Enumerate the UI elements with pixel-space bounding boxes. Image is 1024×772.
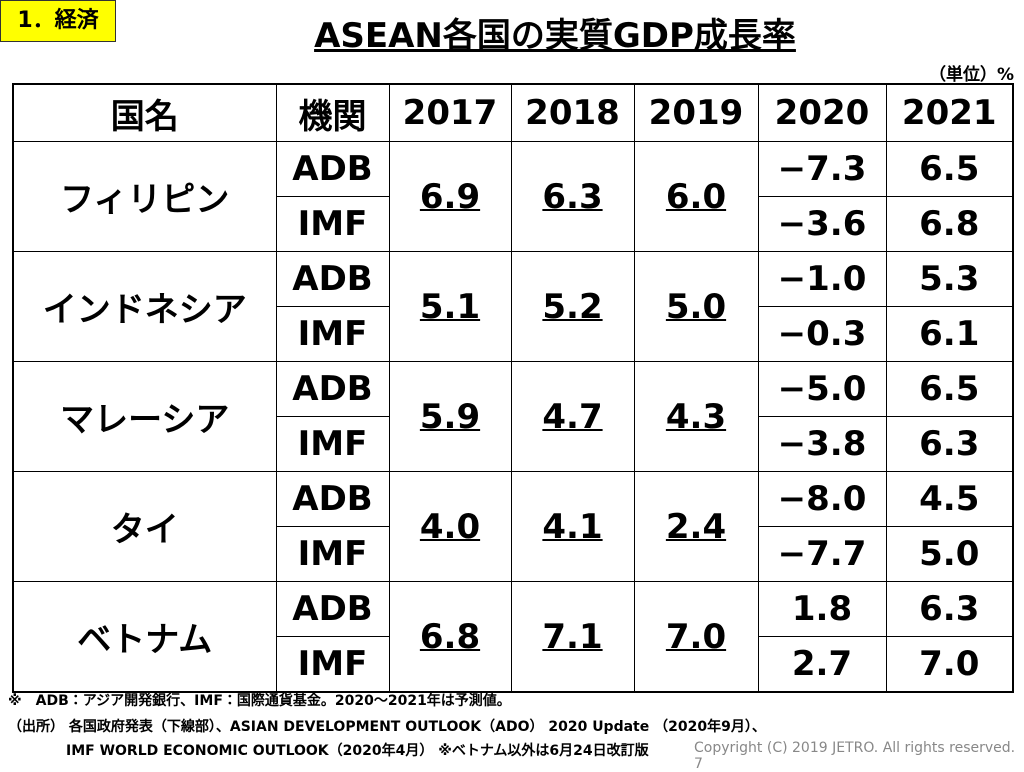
value-cell: 2.4 [633,471,759,582]
value-cell: 7.1 [510,581,635,693]
agency-cell: IMF [275,196,390,252]
value-cell: 5.0 [885,526,1014,582]
value-cell: 6.5 [885,361,1014,417]
copyright-text: Copyright (C) 2019 JETRO. All rights res… [694,740,1016,756]
column-header: 国名 [12,83,277,142]
agency-cell: IMF [275,416,390,472]
agency-cell: ADB [275,361,390,417]
value: 4.7 [542,396,603,437]
table-row: インドネシア ADB 5.1 5.2 5.0 −1.0 5.3 [12,251,1014,362]
column-header: 2019 [633,83,759,142]
table-row: ベトナム ADB 6.8 7.1 7.0 1.8 6.3 [12,581,1014,693]
value-cell: −7.3 [757,141,887,197]
value-cell: 1.8 [757,581,887,637]
value: 7.1 [542,616,603,657]
value-cell: −5.0 [757,361,887,417]
value-cell: −8.0 [757,471,887,527]
table-body: フィリピン ADB 6.9 6.3 6.0 −7.3 6.5 IMF −3.6 6.8 インドネシア… [12,141,1014,693]
table-row: フィリピン ADB 6.9 6.3 6.0 −7.3 6.5 [12,141,1014,252]
value: 2.4 [665,506,727,547]
value: 4.1 [542,506,603,547]
column-header: 2020 [757,83,887,142]
country-cell: ベトナム [12,581,277,693]
column-header: 2017 [388,83,512,142]
value-cell: 6.3 [885,581,1014,637]
column-header: 機関 [275,83,390,142]
agency-cell: ADB [275,141,390,197]
value-cell: 5.0 [633,251,759,362]
value: 5.9 [419,396,481,437]
value-cell: 6.0 [633,141,759,252]
value: 4.3 [665,396,727,437]
table-row: タイ ADB 4.0 4.1 2.4 −8.0 4.5 [12,471,1014,582]
value-cell: 5.9 [388,361,512,472]
value: 5.1 [419,286,481,327]
column-header: 2021 [885,83,1014,142]
column-header: 2018 [510,83,635,142]
value: 6.0 [665,176,727,217]
value-cell: 4.7 [510,361,635,472]
footnote: ※ ADB：アジア開発銀行、IMF：国際通貨基金。2020～2021年は予測値。 [8,693,511,709]
agency-cell: IMF [275,636,390,693]
value-cell: 6.9 [388,141,512,252]
value-cell: 6.3 [885,416,1014,472]
country-cell: マレーシア [12,361,277,472]
value-cell: 6.8 [885,196,1014,252]
value: 6.9 [419,176,481,217]
country-cell: インドネシア [12,251,277,362]
value-cell: −3.6 [757,196,887,252]
footnote: IMF WORLD ECONOMIC OUTLOOK（2020年4月） ※ベトナ… [66,743,649,759]
table-row: IMF 2.7 7.0 [13,636,1014,693]
value-cell: 7.0 [885,636,1014,693]
footnote: （出所） 各国政府発表（下線部）、ASIAN DEVELOPMENT OUTLO… [8,719,766,735]
section-tag: 1．経済 [0,0,116,42]
value-cell: 6.1 [885,306,1014,362]
value: 4.0 [419,506,481,547]
title-text: ASEAN各国の実質GDP成長率 [314,16,796,56]
agency-cell: ADB [275,581,390,637]
title: ASEAN各国の実質GDP成長率 [180,8,930,57]
table-row: マレーシア ADB 5.9 4.7 4.3 −5.0 6.5 [12,361,1014,472]
table-row: IMF −7.7 5.0 [13,526,1014,582]
agency-cell: IMF [275,306,390,362]
value-cell: −7.7 [757,526,887,582]
agency-cell: IMF [275,526,390,582]
gdp-table: 国名 機関 2017 2018 2019 2020 2021 フィリピン ADB 6.9 6.3 6… [12,83,1014,693]
value-cell: 6.5 [885,141,1014,197]
value-cell: 5.1 [388,251,512,362]
value-cell: 4.1 [510,471,635,582]
agency-cell: ADB [275,471,390,527]
value-cell: 5.3 [885,251,1014,307]
value: 5.2 [542,286,603,327]
table-row: IMF −3.6 6.8 [13,196,1014,252]
value-cell: 4.0 [388,471,512,582]
value-cell: 2.7 [757,636,887,693]
value: 6.8 [419,616,481,657]
value-cell: 5.2 [510,251,635,362]
value-cell: −3.8 [757,416,887,472]
agency-cell: ADB [275,251,390,307]
unit: （単位）% [928,65,1014,85]
country-cell: フィリピン [12,141,277,252]
value-cell: 6.3 [510,141,635,252]
page-number: 7 [694,756,703,772]
value-cell: 4.5 [885,471,1014,527]
value: 5.0 [665,286,727,327]
header-row: 国名 機関 2017 2018 2019 2020 2021 [12,83,1014,142]
value-cell: 4.3 [633,361,759,472]
country-cell: タイ [12,471,277,582]
copyright: Copyright (C) 2019 JETRO. All rights res… [694,740,1024,772]
value-cell: −0.3 [757,306,887,362]
value-cell: 6.8 [388,581,512,693]
value: 7.0 [665,616,727,657]
value-cell: 7.0 [633,581,759,693]
value-cell: −1.0 [757,251,887,307]
value: 6.3 [542,176,603,217]
